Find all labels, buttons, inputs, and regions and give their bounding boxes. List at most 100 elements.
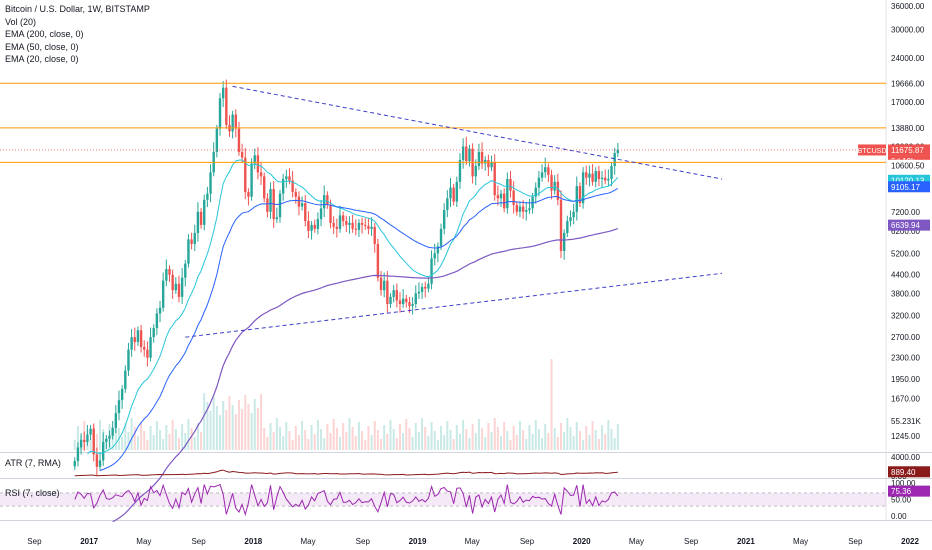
candle-body: [326, 195, 329, 205]
volume-bar: [572, 436, 575, 450]
volume-bar: [544, 424, 547, 450]
volume-bar: [443, 435, 446, 450]
candle-body: [354, 228, 357, 230]
candle-body: [389, 296, 392, 305]
atr-pane-label[interactable]: ATR (7, RMA): [5, 458, 61, 468]
candle-body: [430, 258, 433, 284]
volume-bar: [364, 440, 367, 450]
volume-tag-bg: [888, 415, 930, 427]
candle-body: [203, 199, 206, 225]
candle-body: [323, 195, 326, 209]
volume-bar: [190, 428, 193, 450]
volume-bar: [440, 426, 443, 450]
rsi-pane-label[interactable]: RSI (7, close): [5, 488, 60, 498]
volume-bar: [465, 429, 468, 450]
volume-bar: [136, 436, 139, 450]
candle-body: [231, 114, 234, 132]
volume-bar: [417, 432, 420, 450]
candle-body: [502, 193, 506, 209]
volume-bar: [484, 437, 487, 450]
volume-bar: [522, 430, 525, 450]
candle-body: [108, 435, 111, 439]
time-tick-label: 2018: [244, 537, 262, 546]
volume-bar: [386, 434, 389, 450]
candle-body: [607, 179, 610, 181]
level-tag-bg: [888, 159, 930, 171]
candle-body: [177, 283, 181, 297]
ema50-indicator-label[interactable]: EMA (50, close, 0): [5, 41, 79, 52]
volume-bar: [130, 418, 133, 450]
volume-bar: [335, 428, 338, 450]
candle-body: [76, 447, 80, 462]
rsi-last-tag: 75.36: [888, 485, 930, 497]
ema50-line: [99, 187, 619, 472]
volume-bar: [146, 440, 149, 450]
candle-body: [221, 87, 225, 99]
price-tick-label: 2700.00: [891, 333, 920, 342]
candle-body: [259, 172, 263, 177]
candle-body: [117, 400, 121, 414]
candle-body: [411, 304, 414, 306]
candle-body: [285, 176, 288, 180]
volume-bar: [421, 418, 424, 450]
candle-body: [480, 151, 484, 164]
volume-bar: [294, 426, 297, 450]
volume-bar: [427, 436, 430, 450]
ema20-indicator-label[interactable]: EMA (20, close, 0): [5, 54, 79, 64]
candle-body: [461, 146, 465, 160]
price-tick-label: 1245.00: [891, 432, 920, 441]
candle-body: [468, 148, 471, 162]
candle-body: [553, 181, 556, 191]
candle-body: [341, 215, 345, 221]
time-tick-label: May: [465, 537, 480, 546]
candle-body: [455, 181, 459, 202]
time-tick-label: Sep: [27, 537, 42, 546]
candle-body: [98, 460, 102, 467]
candle-body: [386, 280, 389, 305]
volume-bar: [474, 433, 477, 450]
volume-bar: [556, 437, 559, 450]
volume-bar: [269, 423, 272, 450]
symbol-title[interactable]: Bitcoin / U.S. Dollar, 1W, BITSTAMP: [5, 4, 150, 14]
candle-body: [597, 171, 601, 180]
volume-bar: [114, 419, 117, 450]
volume-bar: [196, 423, 199, 450]
vol-indicator-label[interactable]: Vol (20): [5, 16, 37, 27]
volume-bar: [367, 426, 370, 450]
candle-body: [158, 307, 162, 314]
candle-body: [307, 220, 310, 231]
candle-body: [209, 172, 212, 194]
volume-bar: [512, 426, 515, 450]
candle-body: [319, 208, 323, 220]
volume-bar: [503, 422, 506, 450]
candle-body: [604, 177, 607, 181]
ema200-indicator-label[interactable]: EMA (200, close, 0): [5, 29, 84, 39]
candle-body: [120, 389, 124, 401]
candle-body: [515, 204, 519, 212]
volume-bar: [361, 431, 364, 450]
last-price-tag-text: 11675.87: [891, 146, 924, 155]
candle-body: [474, 165, 477, 177]
volume-bar: [604, 434, 607, 450]
candle-body: [373, 226, 376, 244]
volume-bar: [99, 420, 102, 450]
volume-bar: [414, 423, 417, 450]
candle-body: [288, 176, 291, 181]
volume-bar: [338, 437, 341, 450]
volume-bar: [528, 425, 531, 450]
price-tick-label: 4400.00: [891, 271, 920, 280]
volume-bar: [402, 433, 405, 450]
candle-body: [256, 155, 260, 173]
candle-body: [525, 210, 528, 212]
candle-body: [234, 114, 238, 129]
level-tag-text: 19666.00: [891, 79, 925, 88]
candle-body: [537, 177, 541, 188]
candle-body: [92, 428, 95, 455]
volume-bar: [560, 423, 563, 450]
candle-body: [281, 179, 285, 194]
volume-bar: [541, 438, 544, 450]
candle-body: [370, 226, 373, 229]
volume-bar: [509, 440, 512, 450]
volume-bar: [585, 426, 588, 450]
